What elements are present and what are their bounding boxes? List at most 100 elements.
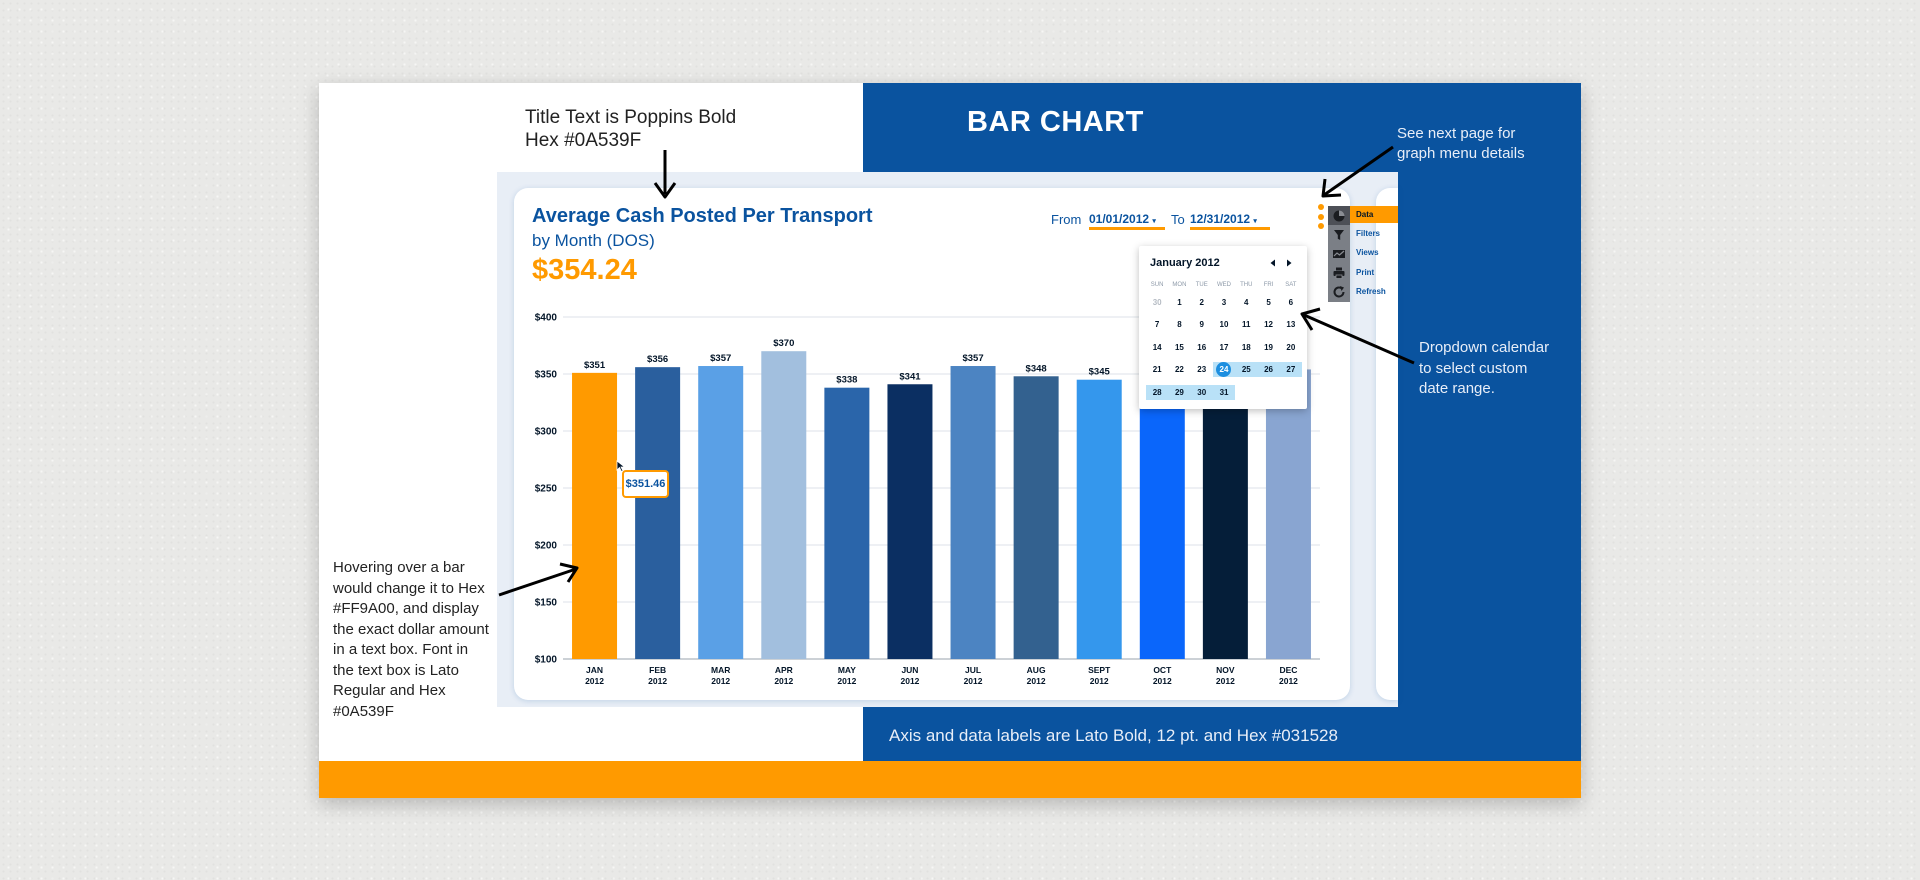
y-tick-label: $100: [535, 655, 558, 666]
calendar-day[interactable]: 17: [1219, 342, 1229, 352]
x-tick-label: 2012: [1279, 676, 1298, 686]
x-tick-label: AUG: [1027, 665, 1046, 675]
from-label: From: [1051, 212, 1082, 227]
calendar-day[interactable]: 9: [1199, 320, 1204, 330]
hover-note: Hovering over a bar would change it to H…: [333, 559, 489, 720]
menu-item-data[interactable]: Data: [1350, 206, 1398, 223]
chart-total-value: $354.24: [532, 254, 637, 286]
printer-icon[interactable]: [1332, 266, 1346, 280]
menu-item-filters[interactable]: Filters: [1356, 229, 1381, 239]
calendar-day[interactable]: 2: [1199, 297, 1204, 307]
filter-icon[interactable]: [1332, 228, 1346, 242]
x-tick-label: 2012: [900, 676, 919, 686]
graph-menu-icon-strip: [1328, 206, 1350, 302]
calendar-day[interactable]: 10: [1219, 320, 1229, 330]
calendar-day[interactable]: 31: [1212, 384, 1236, 400]
calendar-day[interactable]: 20: [1286, 342, 1296, 352]
bar[interactable]: [1202, 371, 1248, 659]
calendar-week-row: 28 29 30 31: [1146, 381, 1302, 404]
calendar-day[interactable]: 29: [1168, 384, 1191, 400]
x-tick-label: OCT: [1153, 665, 1172, 675]
dropdown-calendar: January 2012 SUN MON TUE WED THU FRI SAT 30 1 2 3 4…: [1139, 246, 1307, 409]
calendar-day[interactable]: 28: [1146, 384, 1169, 400]
refresh-icon[interactable]: [1332, 285, 1346, 299]
x-tick-label: 2012: [711, 676, 730, 686]
calendar-day[interactable]: 5: [1266, 297, 1271, 307]
chart-view-icon[interactable]: [1332, 247, 1346, 261]
calendar-day[interactable]: 26: [1257, 362, 1280, 378]
bar[interactable]: [698, 366, 744, 659]
x-tick-label: DEC: [1279, 665, 1297, 675]
bar[interactable]: [950, 366, 996, 659]
bar[interactable]: [1013, 376, 1059, 659]
calendar-grid: SUN MON TUE WED THU FRI SAT 30 1 2 3 4 5 6 7 8 9 10 11 12 13…: [1146, 279, 1302, 404]
calendar-day[interactable]: 11: [1242, 320, 1251, 330]
calendar-day[interactable]: 13: [1286, 320, 1296, 330]
calendar-weekday: SUN: [1150, 282, 1164, 288]
calendar-day[interactable]: 6: [1288, 297, 1294, 307]
bar[interactable]: [761, 351, 807, 659]
calendar-day[interactable]: 8: [1177, 320, 1182, 330]
y-tick-label: $300: [535, 427, 558, 438]
bar-data-label: $338: [836, 375, 857, 386]
axis-label-note: Axis and data labels are Lato Bold, 12 p…: [889, 726, 1338, 745]
orange-footer-bar: [319, 761, 1581, 798]
calendar-weekday: WED: [1216, 282, 1231, 288]
graph-menu-kebab-icon[interactable]: [1317, 204, 1325, 232]
calendar-day[interactable]: 3: [1221, 297, 1227, 307]
bar[interactable]: [572, 372, 618, 659]
bar[interactable]: [1076, 379, 1122, 659]
calendar-weekday: MON: [1172, 282, 1187, 288]
calendar-day[interactable]: 23: [1197, 365, 1207, 375]
menu-item-refresh[interactable]: Refresh: [1356, 286, 1386, 296]
title-note-line-1: Title Text is Poppins Bold: [525, 107, 737, 128]
calendar-day[interactable]: 19: [1264, 342, 1273, 352]
bar[interactable]: [887, 384, 933, 659]
x-tick-label: 2012: [1090, 676, 1109, 686]
calendar-day[interactable]: 1: [1177, 297, 1182, 307]
menu-note-line-2: graph menu details: [1397, 145, 1525, 162]
calendar-weekday: THU: [1240, 282, 1253, 288]
bar[interactable]: [824, 387, 870, 659]
calendar-day[interactable]: 18: [1241, 342, 1251, 352]
y-tick-label: $200: [535, 541, 558, 552]
calendar-day[interactable]: 30: [1190, 384, 1213, 400]
chevron-down-icon: ▾: [1253, 218, 1257, 225]
bar-data-label: $351: [584, 360, 606, 371]
calendar-day[interactable]: 12: [1264, 320, 1273, 330]
calendar-month-title: January 2012: [1150, 257, 1220, 269]
calendar-day[interactable]: 16: [1197, 342, 1207, 352]
calendar-note-line-2: to select custom: [1419, 359, 1528, 377]
calendar-day[interactable]: 30: [1152, 297, 1162, 307]
title-pointer-arrow: [653, 150, 677, 199]
bar[interactable]: [635, 367, 681, 659]
from-date-dropdown[interactable]: 01/01/2012 ▾: [1089, 212, 1165, 230]
calendar-note: Dropdown calendar to select custom date …: [1419, 338, 1549, 400]
to-date-dropdown[interactable]: 12/31/2012 ▾: [1190, 212, 1270, 230]
menu-item-print[interactable]: Print: [1356, 267, 1375, 277]
menu-pointer-arrow: [1321, 145, 1394, 198]
bar[interactable]: [1265, 369, 1311, 659]
calendar-day[interactable]: 27: [1279, 362, 1302, 378]
pie-chart-icon[interactable]: [1332, 209, 1346, 223]
calendar-day[interactable]: 15: [1174, 342, 1184, 352]
x-tick-label: JAN: [586, 665, 603, 675]
x-tick-label: NOV: [1216, 665, 1235, 675]
calendar-day[interactable]: 4: [1244, 297, 1249, 307]
chart-subtitle: by Month (DOS): [532, 231, 655, 250]
calendar-day[interactable]: 14: [1152, 342, 1162, 352]
title-note-line-2: Hex #0A539F: [525, 129, 642, 151]
bar-data-label: $345: [1089, 367, 1111, 378]
bar[interactable]: [1139, 368, 1185, 659]
y-tick-label: $150: [535, 598, 558, 609]
next-month-icon[interactable]: [1284, 258, 1294, 268]
prev-month-icon[interactable]: [1268, 258, 1278, 268]
x-tick-label: 2012: [1153, 676, 1172, 686]
calendar-day[interactable]: 7: [1154, 320, 1160, 330]
calendar-day[interactable]: 22: [1174, 365, 1184, 375]
calendar-day[interactable]: 21: [1152, 365, 1162, 375]
calendar-day[interactable]: 24: [1212, 362, 1236, 378]
chevron-down-icon: ▾: [1152, 218, 1156, 225]
menu-item-views[interactable]: Views: [1356, 248, 1379, 258]
calendar-day[interactable]: 25: [1235, 362, 1258, 378]
